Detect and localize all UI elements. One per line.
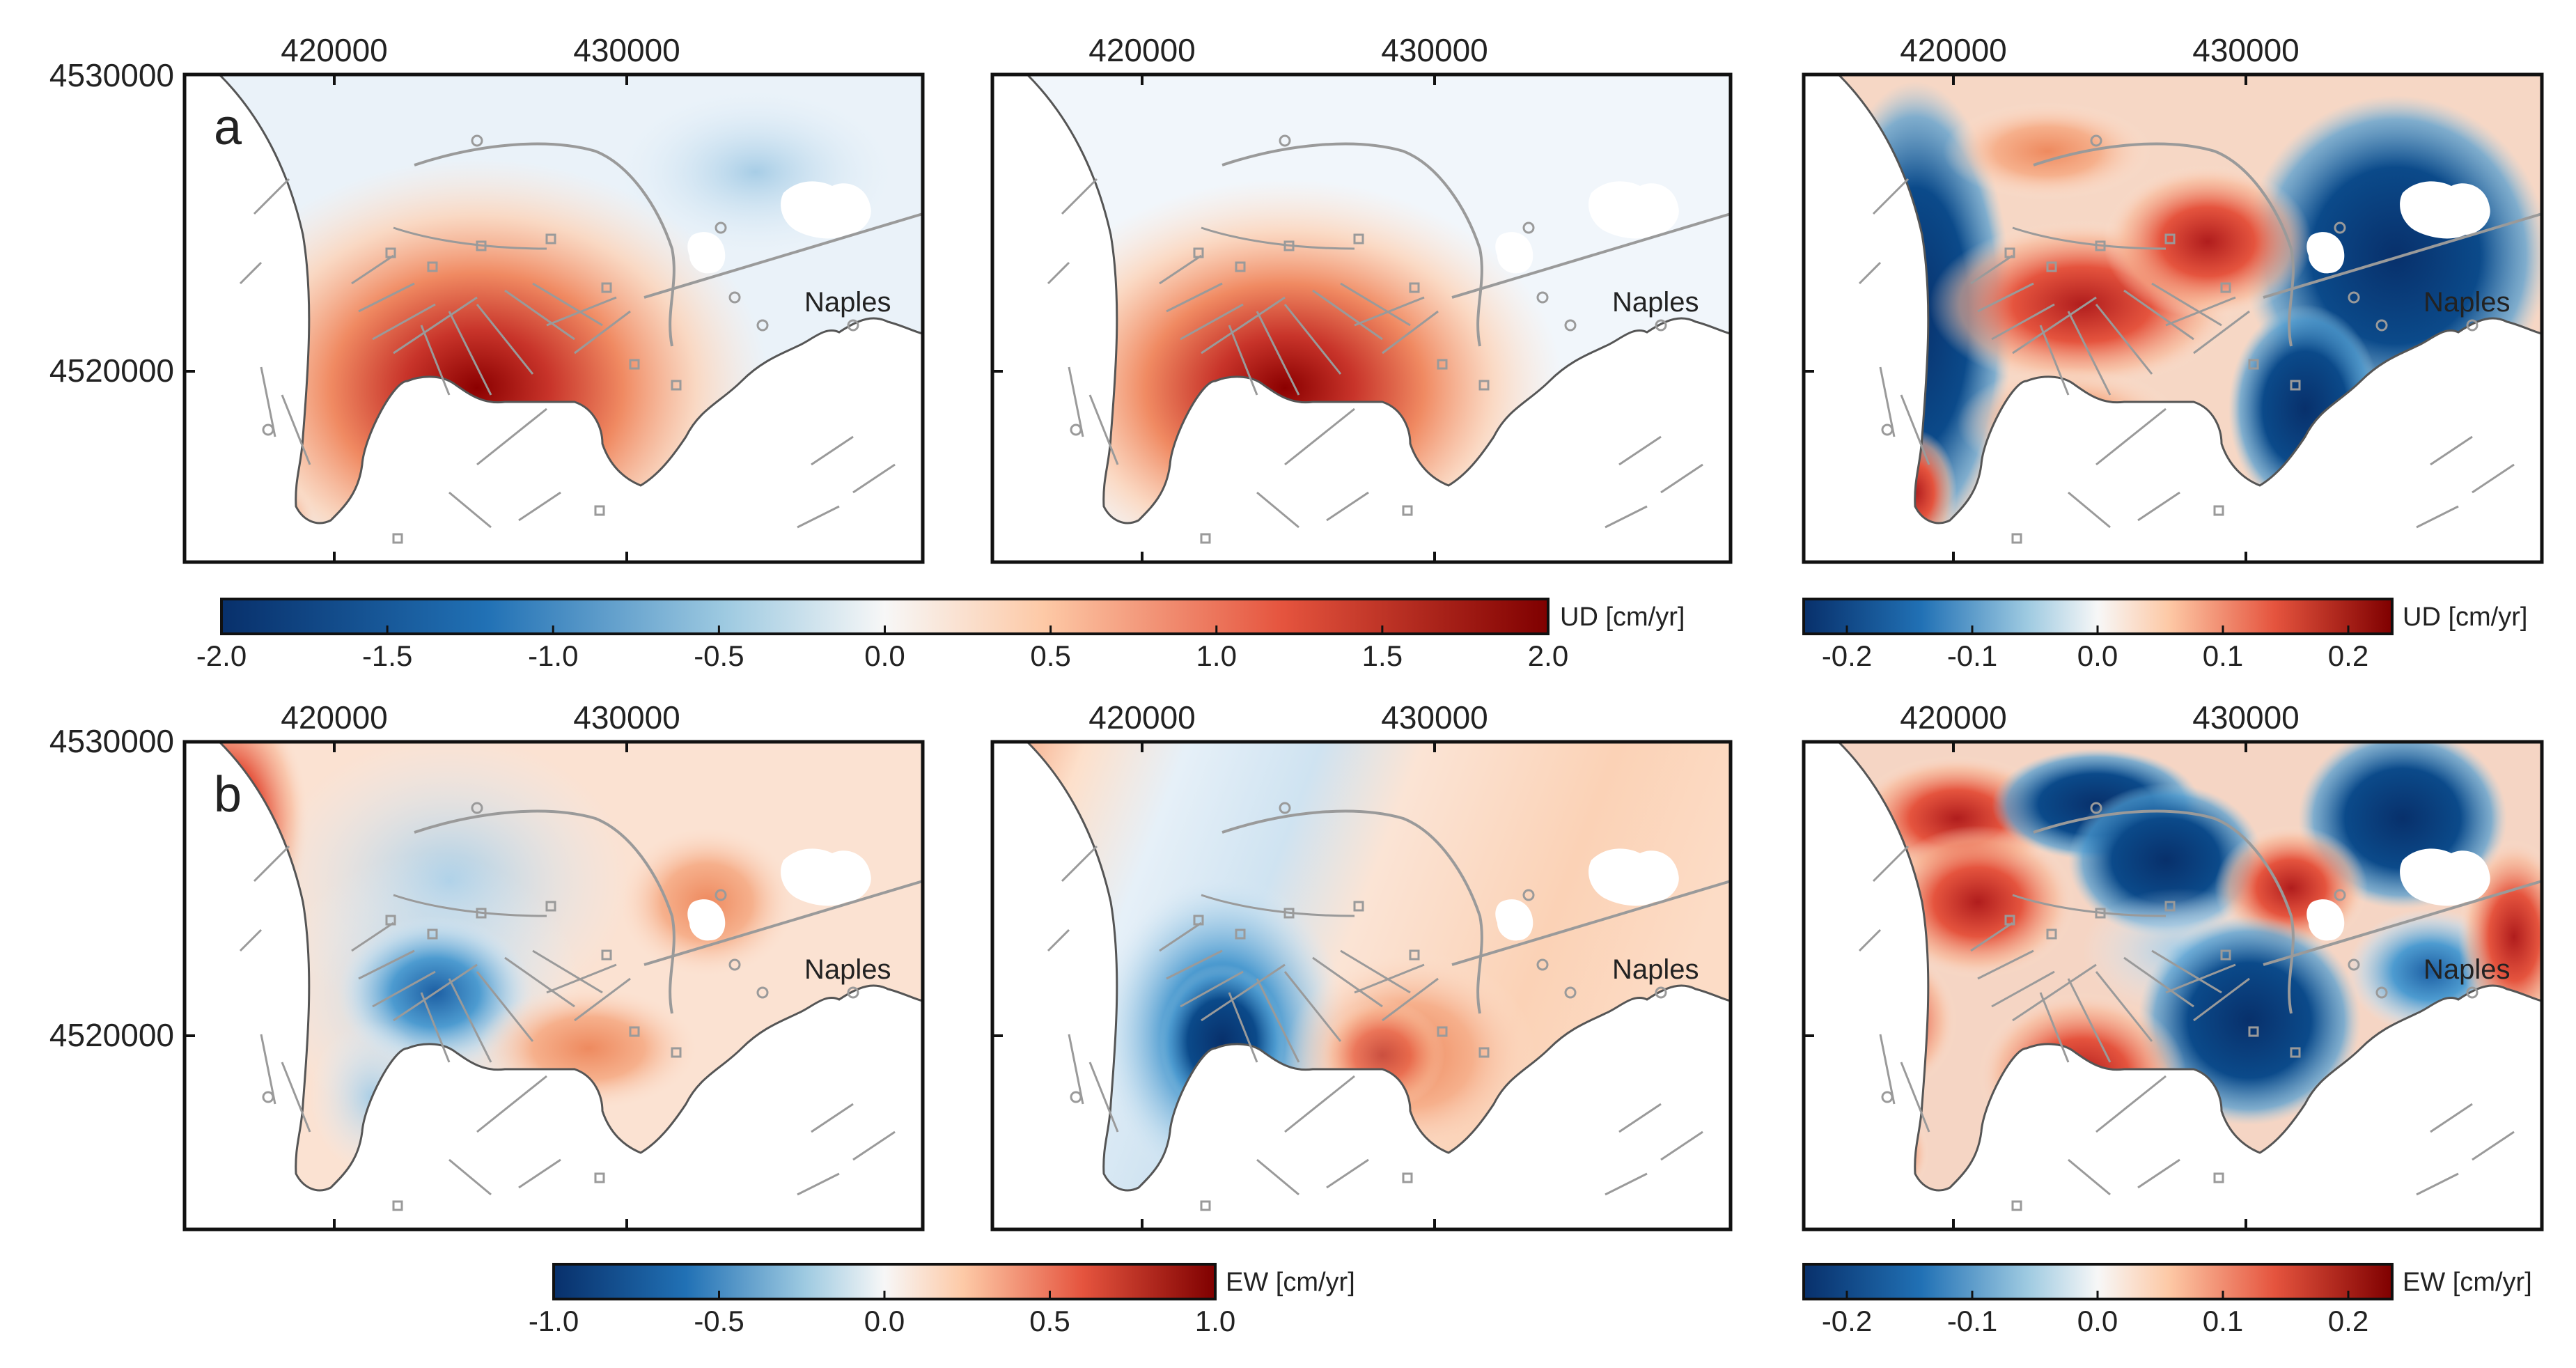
colorbar-ud-main: UD [cm/yr] -2.0 -1.5 -1.0 -0.5 0.0 0.5 1.0 1.5 2…: [196, 598, 1685, 672]
colorbar-tick-label: -0.5: [694, 639, 744, 672]
colorbar-tick-label: 0.0: [864, 1305, 905, 1337]
colorbar-tick-label: 0.2: [2328, 1305, 2368, 1337]
city-label: Naples: [804, 287, 891, 318]
x-tick-430000: 430000: [2192, 32, 2300, 68]
y-tick-mid: 4520000: [49, 1017, 174, 1053]
colorbar-tick-label: 1.5: [1362, 639, 1403, 672]
colorbar-tick-label: 0.5: [1029, 1305, 1070, 1337]
x-tick-420000: 420000: [1900, 699, 2007, 736]
panel-label-b: b: [214, 767, 242, 823]
colorbar-ew-residual: EW [cm/yr] -0.2 -0.1 0.0 0.1 0.2: [1802, 1263, 2532, 1337]
city-label: Naples: [2423, 954, 2511, 985]
x-tick-430000: 430000: [1381, 32, 1488, 68]
colorbar-tick-label: -0.1: [1947, 1305, 1997, 1337]
colorbar-ew-main: EW [cm/yr] -1.0 -0.5 0.0 0.5 1.0: [529, 1263, 1355, 1337]
colorbar-ud-residual: UD [cm/yr] -0.2 -0.1 0.0 0.1 0.2: [1802, 598, 2527, 672]
colorbar-tick-label: 1.0: [1195, 1305, 1235, 1337]
colorbar-unit: EW [cm/yr]: [1226, 1268, 1355, 1297]
city-label: Naples: [2423, 287, 2511, 318]
colorbar-unit: EW [cm/yr]: [2403, 1268, 2532, 1297]
colorbar-tick-label: 0.1: [2203, 639, 2243, 672]
colorbar-tick-label: -0.2: [1822, 639, 1872, 672]
panel-ew-model: Naples: [990, 740, 1733, 1231]
row-b: b Naples Naples: [49, 699, 2544, 1337]
colorbar-unit: UD [cm/yr]: [2403, 603, 2527, 632]
y-tick-mid: 4520000: [49, 352, 174, 389]
city-label: Naples: [804, 954, 891, 985]
colorbar-tick-label: -1.5: [362, 639, 412, 672]
city-label: Naples: [1612, 287, 1699, 318]
colorbar-tick-label: 0.0: [864, 639, 905, 672]
colorbar-tick-label: 0.0: [2077, 639, 2118, 672]
panel-ud-residual: Naples: [1802, 72, 2544, 564]
colorbar-tick-label: -1.0: [529, 1305, 579, 1337]
axis-labels-a: 4530000 4520000 420000 430000 420000 430…: [49, 32, 2300, 562]
panel-ud-observed: a Naples: [182, 72, 925, 564]
colorbar-tick-label: -2.0: [196, 639, 247, 672]
colorbar-tick-label: 0.5: [1030, 639, 1070, 672]
x-tick-430000: 430000: [573, 699, 680, 736]
y-tick-top: 4530000: [49, 57, 174, 93]
panel-ew-observed: b Naples: [182, 740, 925, 1231]
x-tick-430000: 430000: [573, 32, 680, 68]
colorbar-tick-label: -1.0: [528, 639, 578, 672]
axis-labels-b: 4530000 4520000 420000 430000 420000 430…: [49, 699, 2300, 1229]
y-tick-top: 4530000: [49, 723, 174, 759]
panel-label-a: a: [214, 100, 242, 155]
colorbar-tick-label: 1.0: [1196, 639, 1237, 672]
x-tick-420000: 420000: [1088, 32, 1196, 68]
colorbar-tick-label: 0.0: [2077, 1305, 2118, 1337]
colorbar-tick-label: -0.2: [1822, 1305, 1872, 1337]
colorbar-unit: UD [cm/yr]: [1560, 603, 1685, 632]
colorbar-tick-label: 0.2: [2328, 639, 2368, 672]
panel-ew-residual: Naples: [1802, 740, 2544, 1231]
row-a: a Naples Naples: [49, 32, 2544, 672]
x-tick-420000: 420000: [281, 32, 388, 68]
colorbar-tick-label: -0.5: [694, 1305, 744, 1337]
panel-ud-model: Naples: [990, 72, 1733, 564]
x-tick-430000: 430000: [2192, 699, 2300, 736]
colorbar-tick-label: 2.0: [1528, 639, 1568, 672]
x-tick-420000: 420000: [1900, 32, 2007, 68]
x-tick-420000: 420000: [281, 699, 388, 736]
x-tick-430000: 430000: [1381, 699, 1488, 736]
colorbar-tick-label: 0.1: [2203, 1305, 2243, 1337]
city-label: Naples: [1612, 954, 1699, 985]
x-tick-420000: 420000: [1088, 699, 1196, 736]
colorbar-tick-label: -0.1: [1947, 639, 1997, 672]
